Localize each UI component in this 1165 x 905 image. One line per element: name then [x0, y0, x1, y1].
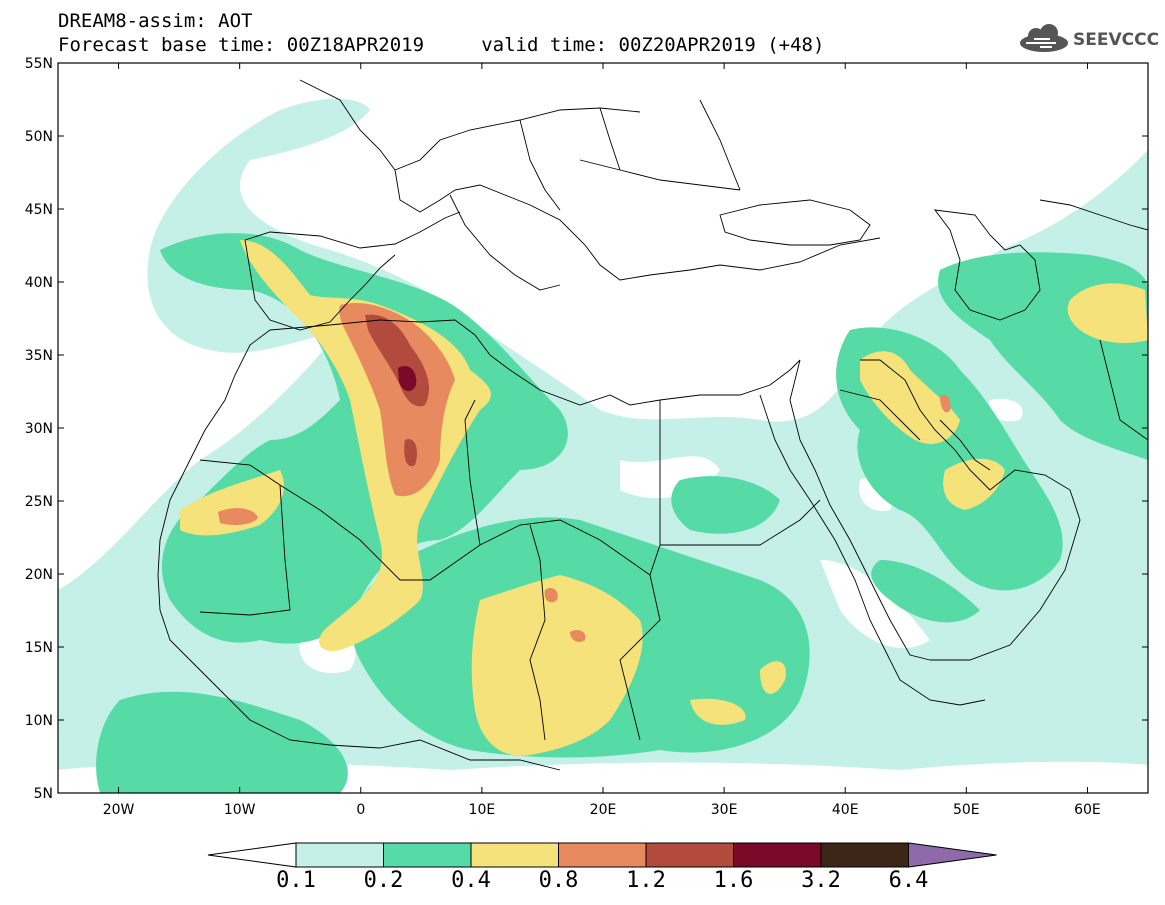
lat-tick-label: 15N — [25, 640, 53, 656]
colorbar — [207, 842, 997, 868]
lat-tick-label: 55N — [25, 56, 53, 72]
colorbar-box — [645, 842, 734, 868]
lon-tick-label: 20W — [103, 802, 135, 818]
lon-tick-label: 30E — [711, 802, 738, 818]
colorbar-label: 6.4 — [888, 868, 929, 893]
forecast-time-subtitle: Forecast base time: 00Z18APR2019 valid t… — [58, 34, 825, 56]
lat-tick-label: 5N — [34, 786, 53, 802]
seevccc-logo — [1020, 24, 1068, 52]
lat-tick-label: 20N — [25, 567, 53, 583]
colorbar-label: 3.2 — [801, 868, 841, 893]
lon-tick-label: 10W — [224, 802, 256, 818]
aot-band-0.8 — [218, 303, 951, 643]
colorbar-label: 0.8 — [538, 868, 579, 893]
colorbar-label: 1.6 — [713, 868, 754, 893]
colorbar-box — [558, 842, 647, 868]
aot-contours — [58, 98, 1148, 793]
lat-tick-label: 25N — [25, 494, 53, 510]
latitude-axis: 55N 50N 45N 40N 35N 30N 25N 20N 15N 10N 5N — [25, 56, 1148, 802]
colorbar-label: 0.2 — [363, 868, 404, 893]
longitude-axis: 20W 10W 0 10E 20E 30E 40E 50E 60E — [103, 63, 1101, 818]
colorbar-box — [470, 842, 559, 868]
colorbar-label: 1.2 — [626, 868, 666, 893]
lat-tick-label: 40N — [25, 275, 53, 291]
lon-tick-label: 0 — [356, 802, 365, 818]
lat-tick-label: 45N — [25, 202, 53, 218]
colorbar-box — [383, 842, 472, 868]
lon-tick-label: 20E — [590, 802, 617, 818]
map-title: DREAM8-assim: AOT — [58, 10, 253, 32]
lon-tick-label: 40E — [832, 802, 859, 818]
colorbar-over-arrow — [908, 842, 997, 868]
lon-tick-label: 50E — [953, 802, 980, 818]
lon-tick-label: 10E — [469, 802, 496, 818]
lon-tick-label: 60E — [1074, 802, 1101, 818]
colorbar-box — [820, 842, 909, 868]
colorbar-label: 0.1 — [276, 868, 316, 893]
aot-band-1.6 — [398, 365, 417, 392]
coastlines-and-borders — [157, 79, 1148, 771]
logo-text: SEEVCCC — [1073, 30, 1160, 50]
lat-tick-label: 35N — [25, 348, 53, 364]
colorbar-box — [733, 842, 822, 868]
colorbar-label: 0.4 — [451, 868, 491, 893]
aot-band-0.2 — [96, 233, 1148, 793]
lat-tick-label: 30N — [25, 421, 53, 437]
colorbar-box — [295, 842, 384, 868]
colorbar-under-arrow — [207, 842, 297, 868]
lat-tick-label: 10N — [25, 713, 53, 729]
lat-tick-label: 50N — [25, 129, 53, 145]
